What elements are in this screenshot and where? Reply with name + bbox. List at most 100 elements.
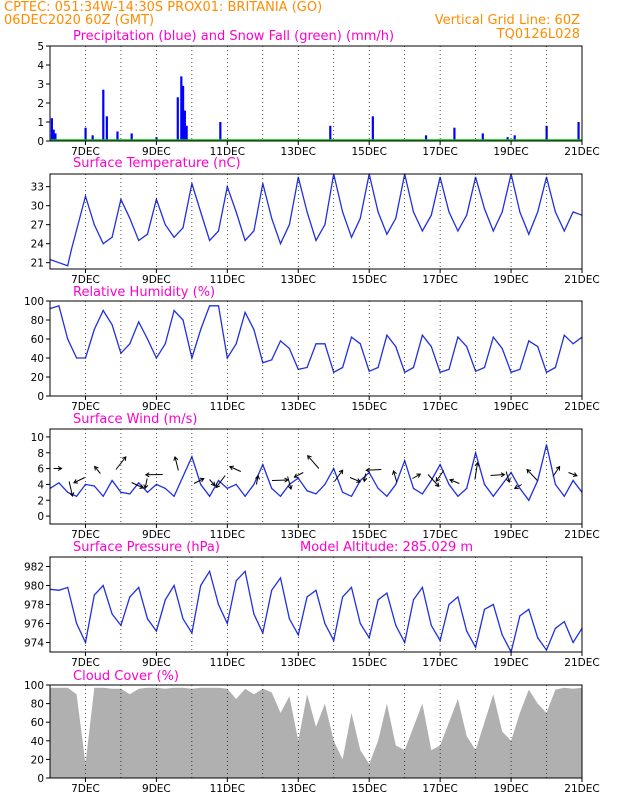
pres-point bbox=[111, 613, 113, 615]
pres-point bbox=[217, 603, 220, 606]
rh-point bbox=[111, 324, 113, 326]
temp-point bbox=[297, 176, 299, 178]
wind-point bbox=[342, 491, 344, 493]
pres-point bbox=[492, 603, 494, 606]
wind-arrow bbox=[490, 474, 505, 476]
rh-xtick-label: 13DEC bbox=[281, 401, 316, 413]
pres-point bbox=[430, 624, 432, 627]
wind-arrow-head bbox=[356, 478, 362, 483]
rh-point bbox=[279, 340, 282, 342]
precip-bar bbox=[506, 137, 509, 141]
wind-point bbox=[120, 491, 122, 493]
pres-point bbox=[404, 641, 406, 644]
temp-point bbox=[58, 262, 60, 264]
wind-arrow bbox=[294, 472, 304, 478]
temp-point bbox=[537, 211, 539, 213]
rh-point bbox=[448, 368, 450, 370]
pres-xtick-label: 19DEC bbox=[493, 657, 528, 669]
temp-point bbox=[386, 233, 388, 235]
wind-arrow-head bbox=[121, 456, 127, 461]
wind-point bbox=[129, 493, 131, 495]
temp-ytick-label: 33 bbox=[31, 182, 44, 194]
rh-title: Relative Humidity (%) bbox=[73, 285, 215, 300]
wind-point bbox=[554, 483, 557, 485]
precip-ytick-label: 4 bbox=[37, 60, 44, 72]
wind-point bbox=[430, 479, 432, 482]
precip-panel: 0 1 2 3 4 5 7DEC 9DEC 11DEC 13DEC 15DEC 17DEC 19DEC 2… bbox=[37, 41, 599, 158]
wind-arrow bbox=[255, 475, 259, 485]
precip-bar bbox=[185, 125, 188, 141]
rh-point bbox=[76, 357, 78, 359]
cloud-ytick-label: 80 bbox=[31, 699, 44, 711]
pres-point bbox=[226, 622, 228, 625]
pres-series-line bbox=[49, 569, 583, 654]
wind-arrow bbox=[474, 462, 479, 480]
wind-point bbox=[492, 495, 494, 497]
rh-point bbox=[244, 311, 246, 313]
pres-point bbox=[475, 646, 477, 648]
pres-point bbox=[528, 608, 530, 610]
wind-point bbox=[350, 495, 353, 497]
precip-bar bbox=[182, 85, 185, 141]
cloud-xtick-label: 15DEC bbox=[351, 783, 386, 795]
wind-frame bbox=[49, 428, 583, 525]
temp-point bbox=[279, 243, 282, 245]
temp-xtick-label: 21DEC bbox=[564, 274, 599, 286]
precip-bar bbox=[155, 137, 158, 141]
wind-arrow-head bbox=[513, 484, 519, 490]
pres-point bbox=[466, 630, 468, 632]
wind-arrow bbox=[272, 479, 289, 481]
wind-point bbox=[182, 475, 184, 478]
temp-panel: 21 24 27 30 33 7DEC 9DEC 11DEC 13DEC 15DEC 17DEC 19… bbox=[31, 173, 600, 286]
wind-arrow bbox=[435, 470, 445, 482]
temp-point bbox=[138, 239, 140, 242]
pres-xtick-label: 15DEC bbox=[351, 657, 386, 669]
wind-point bbox=[84, 483, 87, 485]
temp-point bbox=[448, 211, 450, 213]
rh-point bbox=[421, 334, 423, 336]
pres-title: Surface Pressure (hPa) bbox=[73, 540, 220, 555]
pres-point bbox=[377, 599, 379, 601]
wind-arrow-head bbox=[449, 478, 455, 484]
temp-xtick-label: 11DEC bbox=[210, 274, 245, 286]
precip-title: Precipitation (blue) and Snow Fall (gree… bbox=[73, 29, 394, 44]
wind-point bbox=[563, 495, 565, 497]
rh-point bbox=[545, 371, 548, 373]
precip-bar bbox=[105, 116, 108, 141]
wind-arrow-head bbox=[474, 461, 480, 467]
wind-point bbox=[333, 468, 335, 470]
cloud-xtick-label: 9DEC bbox=[142, 783, 171, 795]
wind-arrow-head bbox=[94, 465, 99, 471]
rh-point bbox=[138, 321, 140, 323]
wind-point bbox=[386, 495, 388, 497]
pres-point bbox=[501, 634, 503, 636]
temp-point bbox=[209, 239, 211, 242]
pres-point bbox=[306, 596, 308, 598]
temp-ytick-label: 24 bbox=[31, 239, 45, 251]
temp-xtick-label: 17DEC bbox=[422, 274, 457, 286]
rh-frame bbox=[49, 300, 583, 397]
temp-point bbox=[395, 217, 397, 219]
wind-arrow bbox=[526, 469, 538, 481]
rh-point bbox=[173, 309, 175, 312]
pres-frame bbox=[49, 556, 583, 653]
temp-point bbox=[421, 230, 423, 232]
wind-arrow-head bbox=[435, 477, 441, 482]
wind-xtick-label: 17DEC bbox=[422, 529, 457, 541]
wind-point bbox=[111, 479, 113, 482]
wind-arrow bbox=[115, 456, 127, 470]
wind-arrow-head bbox=[57, 466, 63, 471]
cloud-ytick-label: 60 bbox=[31, 717, 44, 729]
rh-point bbox=[93, 328, 95, 331]
pres-point bbox=[182, 618, 184, 620]
rh-point bbox=[235, 343, 237, 345]
wind-point bbox=[102, 495, 104, 497]
wind-arrow bbox=[174, 456, 179, 471]
wind-point bbox=[164, 487, 166, 489]
wind-point bbox=[279, 495, 282, 497]
cloud-xtick-label: 11DEC bbox=[210, 783, 245, 795]
wind-point bbox=[501, 483, 503, 485]
wind-arrow bbox=[287, 476, 292, 490]
pres-point bbox=[395, 624, 397, 627]
temp-point bbox=[572, 211, 574, 213]
